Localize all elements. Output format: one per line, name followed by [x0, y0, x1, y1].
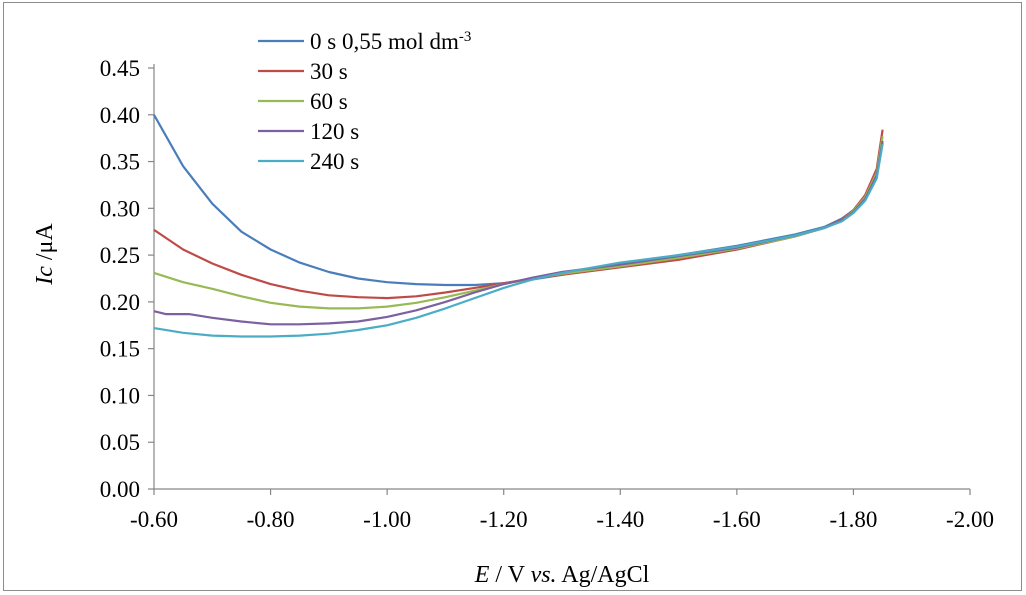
- y-tick-label: 0.10: [100, 383, 140, 408]
- x-axis-title: E / V vs. Ag/AgCl: [474, 562, 650, 588]
- legend-label: 240 s: [310, 149, 359, 174]
- y-tick-label: 0.45: [100, 56, 140, 81]
- legend-label-superscript: -3: [459, 29, 472, 45]
- y-tick-label: 0.00: [100, 477, 140, 502]
- y-tick-label: 0.25: [100, 243, 140, 268]
- x-axis-title-unit: / V: [489, 562, 530, 588]
- x-tick-label: -0.80: [247, 507, 295, 532]
- series-lines: [153, 114, 884, 338]
- y-tick-label: 0.20: [100, 290, 140, 315]
- x-tick-label: -2.00: [946, 507, 994, 532]
- x-tick-label: -1.80: [829, 507, 877, 532]
- x-tick-label: -1.20: [480, 507, 528, 532]
- y-axis-title-symbol: Ic: [32, 266, 58, 286]
- legend-label: 30 s: [310, 59, 348, 84]
- legend-label: 0 s 0,55 mol dm-3: [310, 29, 471, 54]
- x-axis-title-vs: vs.: [531, 562, 557, 588]
- y-tick-label: 0.15: [100, 337, 140, 362]
- y-tick-label: 0.05: [100, 430, 140, 455]
- axes: 0.00 0.05 0.10 0.15 0.20 0.25 0.30 0.35 0.40 0.45…: [100, 56, 994, 532]
- y-tick-label: 0.35: [100, 150, 140, 175]
- chart-frame: [3, 2, 1022, 591]
- x-tick-label: -1.00: [363, 507, 411, 532]
- x-tick-label: -1.60: [713, 507, 761, 532]
- y-axis-title-unit: /μA: [32, 223, 58, 267]
- y-tick-label: 0.30: [100, 196, 140, 221]
- series-line: [153, 143, 884, 338]
- axis-titles: E / V vs. Ag/AgCl Ic /μA: [32, 223, 650, 588]
- series-line: [153, 129, 884, 300]
- y-tick-label: 0.40: [100, 103, 140, 128]
- y-axis-title: Ic /μA: [32, 223, 58, 286]
- legend-label: 60 s: [310, 89, 348, 114]
- x-axis-title-symbol: E: [474, 562, 490, 588]
- series-line: [153, 140, 884, 326]
- x-tick-label: -1.40: [596, 507, 644, 532]
- x-axis-title-reference: Ag/AgCl: [557, 562, 650, 588]
- x-tick-label: -0.60: [130, 507, 178, 532]
- legend-label: 120 s: [310, 119, 359, 144]
- legend: 0 s 0,55 mol dm-3 30 s 60 s 120 s 240 s: [258, 29, 471, 174]
- series-line: [153, 114, 884, 287]
